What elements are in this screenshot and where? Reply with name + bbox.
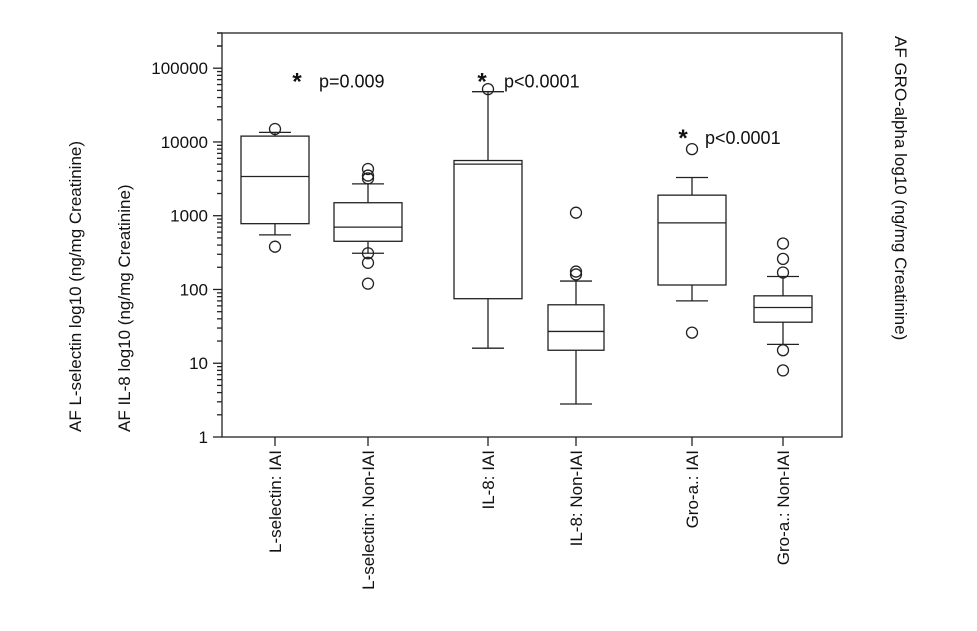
outlier-point <box>569 268 583 281</box>
significance-star: * <box>477 69 487 96</box>
x-tick-label: IL-8: Non-IAI <box>567 450 586 546</box>
box-iqr <box>333 202 403 242</box>
box-5 <box>657 142 727 339</box>
outlier-point <box>268 240 282 253</box>
outlier-point <box>569 265 583 278</box>
outlier-point <box>685 326 699 339</box>
box-4 <box>547 206 605 405</box>
y-tick-label: 10000 <box>161 133 208 152</box>
significance-star: * <box>678 125 688 152</box>
outlier-point <box>776 252 790 266</box>
box-iqr <box>240 135 310 225</box>
outlier-point <box>361 256 375 269</box>
outlier-point <box>685 142 699 156</box>
box-iqr <box>657 194 727 286</box>
outlier-point <box>481 82 495 96</box>
box-1 <box>240 122 310 253</box>
p-value-label: p<0.0001 <box>504 72 580 92</box>
outlier-point <box>268 122 282 136</box>
x-tick-label: L-selectin: Non-IAI <box>359 450 378 590</box>
y-tick-label: 100000 <box>151 59 208 78</box>
p-value-label: p<0.0001 <box>705 128 781 148</box>
y-tick-label: 1000 <box>170 207 208 226</box>
box-6 <box>753 237 813 377</box>
outlier-point <box>361 247 375 260</box>
outlier-point <box>776 237 790 250</box>
y-tick-label: 100 <box>180 280 208 299</box>
plot-border <box>221 32 843 438</box>
annotations: * p=0.009 * p<0.0001 * p<0.0001 <box>292 69 780 152</box>
outlier-point <box>776 344 790 357</box>
outlier-point <box>361 169 375 182</box>
outlier-point <box>776 266 790 279</box>
outlier-point <box>569 206 583 219</box>
outlier-point <box>361 172 375 185</box>
y-axis-title-l-selectin: AF L-selectin log10 (ng/mg Creatinine) <box>66 140 85 432</box>
y-axis-title-il-8: AF IL-8 log10 (ng/mg Creatinine) <box>115 184 134 432</box>
outlier-point <box>361 162 375 176</box>
x-tick-label: Gro-a.: Non-IAI <box>774 450 793 565</box>
y-axis-title-gro-alpha: AF GRO-alpha log10 (ng/mg Creatinine) <box>891 36 910 341</box>
y-tick-label: 10 <box>189 354 208 373</box>
box-2 <box>333 162 403 290</box>
box-iqr <box>453 159 523 300</box>
outlier-point <box>361 277 375 290</box>
x-tick-label: IL-8: IAI <box>479 450 498 510</box>
boxes <box>240 82 813 405</box>
x-tick-label: L-selectin: IAI <box>266 450 285 553</box>
box-iqr <box>753 295 813 323</box>
box-iqr <box>547 304 605 351</box>
p-value-label: p=0.009 <box>319 72 385 92</box>
plot-frame <box>221 32 843 438</box>
x-axis: L-selectin: IAI L-selectin: Non-IAI IL-8: … <box>266 437 793 590</box>
significance-star: * <box>292 69 302 96</box>
y-tick-label: 1 <box>199 428 208 447</box>
outlier-point <box>776 364 790 377</box>
box-3 <box>453 82 523 349</box>
y-axis: 1 10 100 1000 10000 100000 <box>151 32 222 447</box>
x-tick-label: Gro-a.: IAI <box>683 450 702 528</box>
